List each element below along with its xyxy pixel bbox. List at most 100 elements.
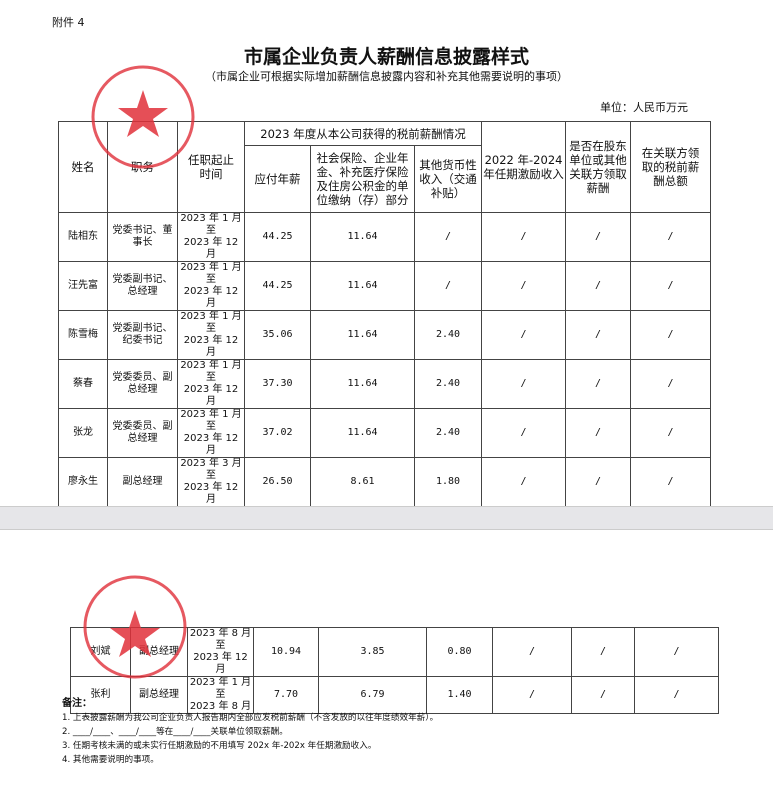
cell-term: 2023 年 1 月至 2023 年 12 月 [177,310,245,360]
cell-incentive: / [481,457,567,507]
attachment-label: 附件 4 [52,16,85,29]
cell-term: 2023 年 1 月至 2023 年 12 月 [177,408,245,458]
term-line: 2023 年 12 月 [183,286,239,309]
cell-incentive: / [481,261,567,311]
cell-incentive: / [481,359,567,409]
cell-name: 张龙 [58,408,108,458]
note-item: 2. ____/____、____/____等在____/____关联单位领取薪… [62,727,288,737]
cell-other: 2.40 [413,408,483,458]
cell-incentive: / [481,212,567,262]
cell-position: 党委副书记、纪委书记 [107,310,178,360]
cell-other: 1.40 [426,676,493,714]
term-line: 2023 年 12 月 [183,384,239,407]
cell-other: 2.40 [413,310,483,360]
term-line: 2023 年 12 月 [183,433,239,456]
term-line: 2023 年 1 月至 [180,311,242,335]
cell-term: 2023 年 3 月至 2023 年 12 月 [177,457,245,507]
term-line: 2023 年 3 月至 [180,458,242,482]
header-other: 其他货币性收入（交通补贴） [413,145,483,213]
cell-name: 张利 [70,676,131,714]
cell-insurance: 11.64 [310,359,415,409]
cell-name: 蔡春 [58,359,108,409]
term-line: 2023 年 8 月至 [189,628,252,652]
cell-insurance: 6.79 [318,676,427,714]
cell-position: 党委书记、董事长 [107,212,178,262]
cell-term: 2023 年 8 月至 2023 年 12 月 [187,627,254,677]
term-line: 2023 年 1 月至 [180,409,242,433]
header-related: 在关联方领取的税前薪酬总额 [630,121,712,213]
header-salary: 应付年薪 [244,145,311,213]
page-subtitle: （市属企业可根据实际增加薪酬信息披露内容和补充其他需要说明的事项） [205,70,568,83]
cell-other: 2.40 [413,359,483,409]
notes: 备注： 1. 上表披露薪酬为我公司企业负责人报告期内全部应发税前薪酬（不含发放的… [62,697,438,767]
cell-insurance: 3.85 [318,627,427,677]
term-line: 2023 年 12 月 [183,482,239,505]
note-item: 4. 其他需要说明的事项。 [62,755,159,765]
cell-salary: 44.25 [244,261,311,311]
cell-shareholder: / [565,457,632,507]
cell-position: 党委委员、副总经理 [107,408,178,458]
cell-incentive: / [492,676,572,714]
term-line: 2023 年 1 月至 [180,360,242,384]
table-row: 汪先富 党委副书记、总经理 2023 年 1 月至 2023 年 12 月 44.25 1… [58,261,712,311]
term-line: 2023 年 8 月 [189,701,252,712]
cell-position: 党委委员、副总经理 [107,359,178,409]
cell-shareholder: / [565,261,632,311]
cell-other: / [413,212,483,262]
cell-term: 2023 年 1 月至 2023 年 12 月 [177,212,245,262]
term-line: 2023 年 12 月 [183,237,239,260]
cell-shareholder: / [565,310,632,360]
cell-position: 副总经理 [130,627,188,677]
cell-related: / [630,261,712,311]
cell-name: 陈雪梅 [58,310,108,360]
term-line: 2023 年 12 月 [193,652,248,675]
notes-heading: 备注： [62,698,92,709]
table-row: 刘斌 副总经理 2023 年 8 月至 2023 年 12 月 10.94 3.85 0.8… [70,627,719,677]
cell-incentive: / [492,627,572,677]
cell-insurance: 11.64 [310,310,415,360]
header-position: 职务 [107,121,178,213]
cell-salary: 37.30 [244,359,311,409]
header-shareholder: 是否在股东单位或其他关联方领取薪酬 [565,121,632,213]
cell-salary: 35.06 [244,310,311,360]
page-title: 市属企业负责人薪酬信息披露样式 [243,46,529,68]
cell-salary: 7.70 [253,676,319,714]
table-row: 张龙 党委委员、副总经理 2023 年 1 月至 2023 年 12 月 37.02 11… [58,408,712,458]
cell-incentive: / [481,310,567,360]
cell-shareholder: / [571,676,635,714]
cell-shareholder: / [565,212,632,262]
cell-other: 0.80 [426,627,493,677]
cell-salary: 37.02 [244,408,311,458]
cell-position: 党委副书记、总经理 [107,261,178,311]
salary-table: 姓名 职务 任职起止时间 2023 年度从本公司获得的税前薪酬情况 2022 年… [58,121,712,507]
header-term: 任职起止时间 [177,121,245,213]
cell-name: 刘斌 [70,627,131,677]
note-item: 3. 任期考核未满的或未实行任期激励的不用填写 202x 年-202x 年任期激… [62,741,377,751]
salary-table-continued: 刘斌 副总经理 2023 年 8 月至 2023 年 12 月 10.94 3.85 0.8… [70,627,719,714]
header-incentive: 2022 年-2024 年任期激励收入 [481,121,567,213]
cell-term: 2023 年 1 月至 2023 年 12 月 [177,261,245,311]
cell-term: 2023 年 1 月至 2023 年 12 月 [177,359,245,409]
cell-other: / [413,261,483,311]
cell-other: 1.80 [413,457,483,507]
term-line: 2023 年 12 月 [183,335,239,358]
cell-related: / [630,457,712,507]
cell-related: / [630,212,712,262]
unit-label: 单位：人民币万元 [600,101,688,114]
cell-name: 陆相东 [58,212,108,262]
cell-term: 2023 年 1 月至 2023 年 8 月 [187,676,254,714]
header-group: 2023 年度从本公司获得的税前薪酬情况 [243,121,483,146]
cell-shareholder: / [571,627,635,677]
cell-related: / [630,359,712,409]
note-item: 1. 上表披露薪酬为我公司企业负责人报告期内全部应发税前薪酬（不含发放的以往年度… [62,713,439,723]
cell-shareholder: / [565,359,632,409]
term-line: 2023 年 1 月至 [189,677,252,701]
cell-related: / [634,627,719,677]
cell-incentive: / [481,408,567,458]
cell-name: 廖永生 [58,457,108,507]
table-row: 张利 副总经理 2023 年 1 月至 2023 年 8 月 7.70 6.79 1.40/… [70,676,719,714]
cell-name: 汪先富 [58,261,108,311]
cell-insurance: 11.64 [310,212,415,262]
table-row: 廖永生 副总经理 2023 年 3 月至 2023 年 12 月 26.50 8.61 1.… [58,457,712,507]
term-line: 2023 年 1 月至 [180,262,242,286]
